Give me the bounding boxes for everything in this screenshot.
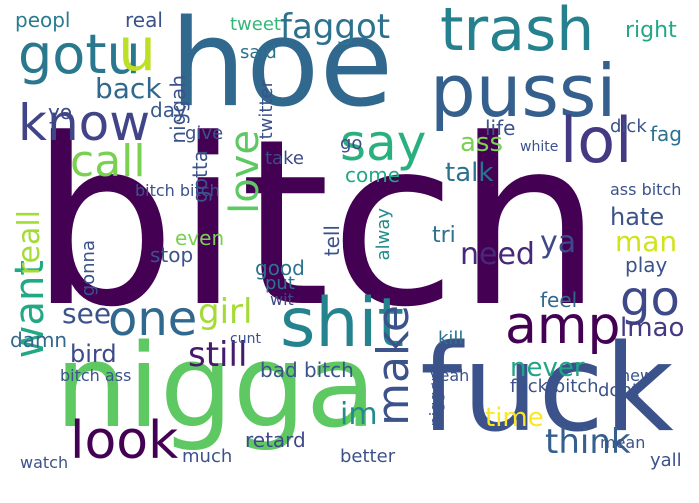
word-cloud-word: yeah [430, 366, 470, 385]
word-cloud-word: real [125, 8, 163, 32]
word-cloud-word: bad bitch [260, 358, 354, 382]
word-cloud-word: nigga [55, 320, 377, 454]
word-cloud-word: bird [70, 340, 117, 368]
word-cloud-word: shit [280, 284, 405, 363]
word-cloud-word: right [625, 18, 677, 43]
word-cloud-word: even [175, 226, 225, 250]
word-cloud-word: faggot [280, 7, 391, 47]
word-cloud-word: fag [650, 122, 682, 146]
word-cloud-word: hate [610, 203, 665, 231]
word-cloud-word: one [108, 291, 198, 347]
word-cloud-word: back [95, 72, 162, 105]
word-cloud-word: twitter [256, 80, 277, 140]
word-cloud-word: time [485, 403, 544, 433]
word-cloud-word: u [118, 15, 157, 85]
word-cloud-word: bitch bitch [135, 181, 220, 200]
word-cloud-word: new [620, 366, 654, 385]
word-cloud-word: reall [12, 210, 47, 276]
word-cloud-word: ya [540, 225, 577, 260]
word-cloud-word: lmao [620, 313, 685, 343]
word-cloud-word: ass [460, 128, 504, 158]
word-cloud-word: hoe [170, 0, 394, 134]
word-cloud-word: talk [445, 158, 494, 188]
word-cloud-word: still [188, 335, 248, 375]
word-cloud-word: look [70, 411, 179, 471]
word-cloud-word: watch [20, 453, 69, 472]
word-cloud-word: gotu [18, 23, 141, 86]
word-cloud-word: dick [610, 116, 647, 137]
word-cloud-word: ass bitch [610, 180, 682, 199]
word-cloud-word: damn [10, 328, 68, 352]
word-cloud-word: go [340, 133, 363, 154]
word-cloud-word: pussi [430, 49, 617, 133]
word-cloud-word: white [520, 139, 559, 155]
word-cloud-word: stop [150, 243, 194, 267]
word-cloud-word: life [485, 116, 516, 140]
word-cloud-word: dont [598, 380, 639, 401]
word-cloud-word: put [265, 273, 295, 294]
word-cloud-word: tri [432, 223, 456, 248]
word-cloud-word: fuck [420, 320, 674, 459]
word-cloud-word: think [545, 422, 631, 462]
word-cloud-word: day [150, 98, 187, 122]
word-cloud-word: yo [48, 100, 73, 124]
word-cloud-word: girl [198, 292, 253, 332]
word-cloud-word: know [18, 94, 151, 152]
word-cloud-word: peopl [15, 8, 71, 32]
word-cloud-word: feel [540, 288, 578, 312]
word-cloud-word: lol [560, 104, 633, 177]
word-cloud-word: trash [440, 0, 595, 65]
word-cloud-word: better [340, 446, 396, 467]
word-cloud-word: much [182, 446, 233, 467]
word-cloud-word: go [620, 271, 680, 327]
word-cloud-word: bitch [30, 91, 603, 358]
word-cloud-word: take [265, 148, 304, 169]
word-cloud-word: bitch ass [60, 366, 132, 385]
word-cloud-word: yall [650, 450, 682, 471]
word-cloud-word: nigger [426, 375, 445, 427]
word-cloud-word: retard [245, 428, 306, 452]
word-cloud-word: wit [270, 290, 294, 309]
word-cloud-word: see [62, 297, 112, 330]
word-cloud-word: tweet [230, 14, 281, 35]
word-cloud-word: love [222, 130, 268, 214]
word-cloud-word: kill [438, 328, 464, 349]
word-cloud-word: good [255, 256, 305, 280]
word-cloud-word: never [510, 353, 585, 383]
word-cloud-word: tell [320, 225, 344, 257]
word-cloud-word: gonna [78, 240, 99, 297]
word-cloud-word: mean [600, 433, 646, 452]
word-cloud-word: need [460, 237, 535, 272]
word-cloud-word: give [185, 123, 224, 144]
word-cloud-word: cunt [230, 331, 261, 347]
word-cloud-word: said [240, 42, 277, 63]
word-cloud-word: amp [505, 296, 621, 356]
word-cloud-word: play [625, 253, 668, 277]
word-cloud-word: alway [373, 208, 394, 261]
word-cloud-word: say [340, 114, 427, 172]
word-cloud-word: come [345, 163, 401, 187]
word-cloud-word: im [340, 397, 378, 432]
word-cloud-word: man [615, 225, 678, 258]
word-cloud-word: fuck bitch [510, 376, 599, 397]
word-cloud-word: make [368, 305, 419, 426]
word-cloud-word: call [70, 136, 146, 187]
